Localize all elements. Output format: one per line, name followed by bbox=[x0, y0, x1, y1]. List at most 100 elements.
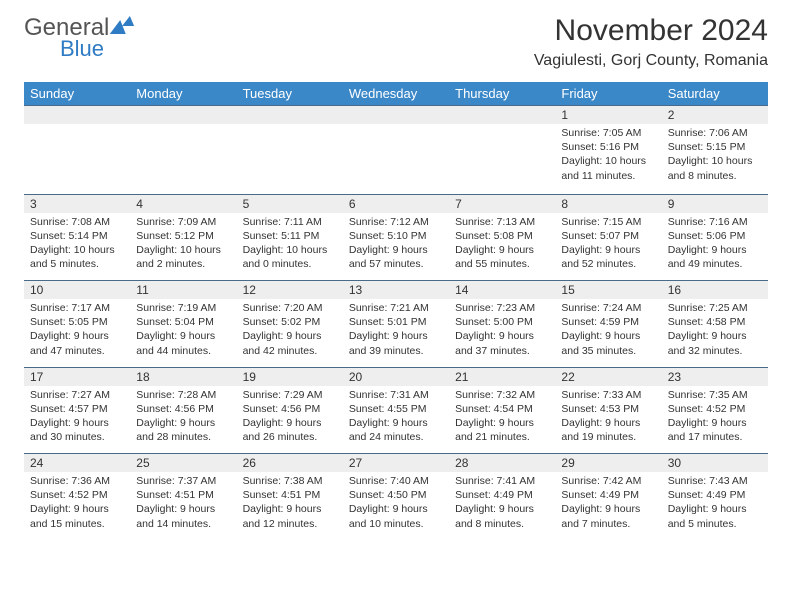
location-subtitle: Vagiulesti, Gorj County, Romania bbox=[534, 52, 768, 70]
day-number-row: 12 bbox=[24, 106, 768, 125]
sunrise-line: Sunrise: 7:33 AM bbox=[561, 388, 655, 402]
sunset-line: Sunset: 5:10 PM bbox=[349, 229, 443, 243]
sunrise-line: Sunrise: 7:21 AM bbox=[349, 301, 443, 315]
weekday-header: Friday bbox=[555, 82, 661, 106]
daylight-line: Daylight: 9 hours and 26 minutes. bbox=[243, 416, 337, 444]
day-number-cell: 13 bbox=[343, 281, 449, 300]
daylight-line: Daylight: 10 hours and 0 minutes. bbox=[243, 243, 337, 271]
daylight-line: Daylight: 9 hours and 7 minutes. bbox=[561, 502, 655, 530]
sunset-line: Sunset: 5:02 PM bbox=[243, 315, 337, 329]
weekday-header: Tuesday bbox=[237, 82, 343, 106]
sunset-line: Sunset: 5:11 PM bbox=[243, 229, 337, 243]
day-content-cell: Sunrise: 7:21 AMSunset: 5:01 PMDaylight:… bbox=[343, 299, 449, 367]
day-number-cell: 10 bbox=[24, 281, 130, 300]
sunset-line: Sunset: 5:08 PM bbox=[455, 229, 549, 243]
day-number-row: 24252627282930 bbox=[24, 454, 768, 473]
sunrise-line: Sunrise: 7:08 AM bbox=[30, 215, 124, 229]
sunrise-line: Sunrise: 7:24 AM bbox=[561, 301, 655, 315]
day-content-row: Sunrise: 7:08 AMSunset: 5:14 PMDaylight:… bbox=[24, 213, 768, 281]
sunset-line: Sunset: 4:49 PM bbox=[455, 488, 549, 502]
daylight-line: Daylight: 9 hours and 35 minutes. bbox=[561, 329, 655, 357]
day-number-cell: 28 bbox=[449, 454, 555, 473]
sunrise-line: Sunrise: 7:20 AM bbox=[243, 301, 337, 315]
daylight-line: Daylight: 9 hours and 17 minutes. bbox=[668, 416, 762, 444]
sunrise-line: Sunrise: 7:29 AM bbox=[243, 388, 337, 402]
sunset-line: Sunset: 4:51 PM bbox=[136, 488, 230, 502]
daylight-line: Daylight: 9 hours and 12 minutes. bbox=[243, 502, 337, 530]
day-content-cell bbox=[24, 124, 130, 194]
day-content-cell: Sunrise: 7:36 AMSunset: 4:52 PMDaylight:… bbox=[24, 472, 130, 540]
sunset-line: Sunset: 4:55 PM bbox=[349, 402, 443, 416]
day-content-row: Sunrise: 7:36 AMSunset: 4:52 PMDaylight:… bbox=[24, 472, 768, 540]
sunrise-line: Sunrise: 7:23 AM bbox=[455, 301, 549, 315]
sunset-line: Sunset: 4:56 PM bbox=[136, 402, 230, 416]
day-number-cell: 15 bbox=[555, 281, 661, 300]
sunrise-line: Sunrise: 7:13 AM bbox=[455, 215, 549, 229]
day-content-cell: Sunrise: 7:40 AMSunset: 4:50 PMDaylight:… bbox=[343, 472, 449, 540]
day-number-cell: 6 bbox=[343, 194, 449, 213]
sunset-line: Sunset: 5:05 PM bbox=[30, 315, 124, 329]
calendar-table: Sunday Monday Tuesday Wednesday Thursday… bbox=[24, 82, 768, 540]
day-content-cell bbox=[130, 124, 236, 194]
sunrise-line: Sunrise: 7:19 AM bbox=[136, 301, 230, 315]
day-content-cell: Sunrise: 7:31 AMSunset: 4:55 PMDaylight:… bbox=[343, 386, 449, 454]
daylight-line: Daylight: 9 hours and 47 minutes. bbox=[30, 329, 124, 357]
day-number-cell bbox=[343, 106, 449, 125]
day-number-cell bbox=[237, 106, 343, 125]
day-content-cell: Sunrise: 7:06 AMSunset: 5:15 PMDaylight:… bbox=[662, 124, 768, 194]
sunrise-line: Sunrise: 7:35 AM bbox=[668, 388, 762, 402]
daylight-line: Daylight: 9 hours and 55 minutes. bbox=[455, 243, 549, 271]
day-content-cell: Sunrise: 7:33 AMSunset: 4:53 PMDaylight:… bbox=[555, 386, 661, 454]
sunrise-line: Sunrise: 7:27 AM bbox=[30, 388, 124, 402]
day-number-cell: 18 bbox=[130, 367, 236, 386]
sunrise-line: Sunrise: 7:36 AM bbox=[30, 474, 124, 488]
daylight-line: Daylight: 10 hours and 2 minutes. bbox=[136, 243, 230, 271]
day-content-cell: Sunrise: 7:20 AMSunset: 5:02 PMDaylight:… bbox=[237, 299, 343, 367]
day-content-cell: Sunrise: 7:38 AMSunset: 4:51 PMDaylight:… bbox=[237, 472, 343, 540]
day-content-row: Sunrise: 7:17 AMSunset: 5:05 PMDaylight:… bbox=[24, 299, 768, 367]
daylight-line: Daylight: 9 hours and 14 minutes. bbox=[136, 502, 230, 530]
day-number-cell: 4 bbox=[130, 194, 236, 213]
day-content-cell: Sunrise: 7:12 AMSunset: 5:10 PMDaylight:… bbox=[343, 213, 449, 281]
sunset-line: Sunset: 4:49 PM bbox=[668, 488, 762, 502]
day-number-cell: 25 bbox=[130, 454, 236, 473]
sunset-line: Sunset: 4:50 PM bbox=[349, 488, 443, 502]
weekday-header: Saturday bbox=[662, 82, 768, 106]
day-number-cell: 21 bbox=[449, 367, 555, 386]
day-number-row: 10111213141516 bbox=[24, 281, 768, 300]
day-content-row: Sunrise: 7:05 AMSunset: 5:16 PMDaylight:… bbox=[24, 124, 768, 194]
daylight-line: Daylight: 9 hours and 30 minutes. bbox=[30, 416, 124, 444]
sunrise-line: Sunrise: 7:15 AM bbox=[561, 215, 655, 229]
day-number-cell bbox=[24, 106, 130, 125]
daylight-line: Daylight: 10 hours and 5 minutes. bbox=[30, 243, 124, 271]
day-number-cell: 14 bbox=[449, 281, 555, 300]
sunrise-line: Sunrise: 7:09 AM bbox=[136, 215, 230, 229]
day-content-cell: Sunrise: 7:13 AMSunset: 5:08 PMDaylight:… bbox=[449, 213, 555, 281]
day-content-cell: Sunrise: 7:29 AMSunset: 4:56 PMDaylight:… bbox=[237, 386, 343, 454]
day-number-cell: 17 bbox=[24, 367, 130, 386]
daylight-line: Daylight: 9 hours and 8 minutes. bbox=[455, 502, 549, 530]
daylight-line: Daylight: 9 hours and 42 minutes. bbox=[243, 329, 337, 357]
logo-word2: Blue bbox=[60, 36, 104, 62]
day-number-cell: 26 bbox=[237, 454, 343, 473]
sunrise-line: Sunrise: 7:43 AM bbox=[668, 474, 762, 488]
sunrise-line: Sunrise: 7:40 AM bbox=[349, 474, 443, 488]
sunrise-line: Sunrise: 7:31 AM bbox=[349, 388, 443, 402]
daylight-line: Daylight: 10 hours and 8 minutes. bbox=[668, 154, 762, 182]
day-number-cell: 19 bbox=[237, 367, 343, 386]
daylight-line: Daylight: 9 hours and 49 minutes. bbox=[668, 243, 762, 271]
day-number-cell: 12 bbox=[237, 281, 343, 300]
day-number-cell: 24 bbox=[24, 454, 130, 473]
sunset-line: Sunset: 4:59 PM bbox=[561, 315, 655, 329]
day-content-cell: Sunrise: 7:09 AMSunset: 5:12 PMDaylight:… bbox=[130, 213, 236, 281]
day-content-cell bbox=[449, 124, 555, 194]
sunset-line: Sunset: 4:53 PM bbox=[561, 402, 655, 416]
day-content-cell: Sunrise: 7:16 AMSunset: 5:06 PMDaylight:… bbox=[662, 213, 768, 281]
day-content-cell: Sunrise: 7:35 AMSunset: 4:52 PMDaylight:… bbox=[662, 386, 768, 454]
day-number-cell: 16 bbox=[662, 281, 768, 300]
sunset-line: Sunset: 5:07 PM bbox=[561, 229, 655, 243]
daylight-line: Daylight: 10 hours and 11 minutes. bbox=[561, 154, 655, 182]
daylight-line: Daylight: 9 hours and 19 minutes. bbox=[561, 416, 655, 444]
day-number-cell bbox=[130, 106, 236, 125]
day-content-cell: Sunrise: 7:43 AMSunset: 4:49 PMDaylight:… bbox=[662, 472, 768, 540]
